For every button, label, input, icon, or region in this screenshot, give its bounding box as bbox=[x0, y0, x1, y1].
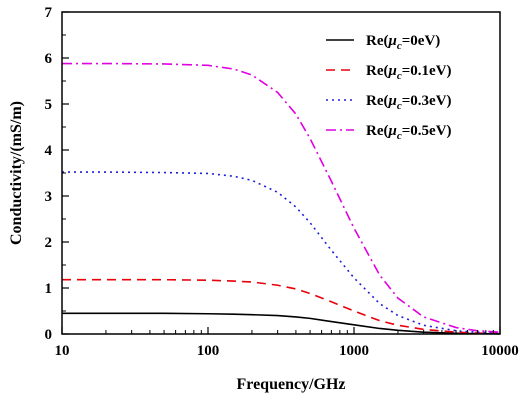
y-tick-label: 4 bbox=[45, 143, 53, 159]
legend-label-3: Re(μc=0.5eV) bbox=[366, 123, 452, 142]
legend-label-1: Re(μc=0.1eV) bbox=[366, 63, 452, 82]
y-axis-label: Conductivity/(mS/m) bbox=[8, 101, 25, 245]
y-tick-label: 3 bbox=[45, 189, 53, 205]
series-line-1 bbox=[62, 278, 501, 335]
series-line-0 bbox=[62, 312, 501, 335]
x-axis-label: Frequency/GHz bbox=[236, 376, 345, 393]
legend: Re(μc=0eV) Re(μc=0.1eV) Re(μc=0.3eV) Re(μc=… bbox=[326, 33, 452, 142]
x-tick-label: 10000 bbox=[481, 343, 519, 359]
y-tick-label: 1 bbox=[45, 281, 53, 297]
y-tick-label: 2 bbox=[45, 235, 53, 251]
y-tick-label: 0 bbox=[45, 327, 53, 343]
y-tick-label: 5 bbox=[45, 97, 53, 113]
plot-layer bbox=[62, 62, 501, 335]
x-tick-label: 100 bbox=[197, 343, 220, 359]
series-line-2 bbox=[62, 171, 501, 334]
plot-frame bbox=[61, 11, 501, 335]
y-tick-label: 7 bbox=[45, 5, 53, 21]
x-tick-label: 1000 bbox=[339, 343, 369, 359]
legend-label-0: Re(μc=0eV) bbox=[366, 33, 440, 52]
legend-label-2: Re(μc=0.3eV) bbox=[366, 93, 452, 112]
y-tick-label: 6 bbox=[45, 51, 53, 67]
series-line-3 bbox=[62, 62, 501, 333]
axes-layer: 10 100 1000 10000 0 1 2 3 4 5 6 7 bbox=[45, 5, 519, 359]
x-tick-label: 10 bbox=[55, 343, 70, 359]
